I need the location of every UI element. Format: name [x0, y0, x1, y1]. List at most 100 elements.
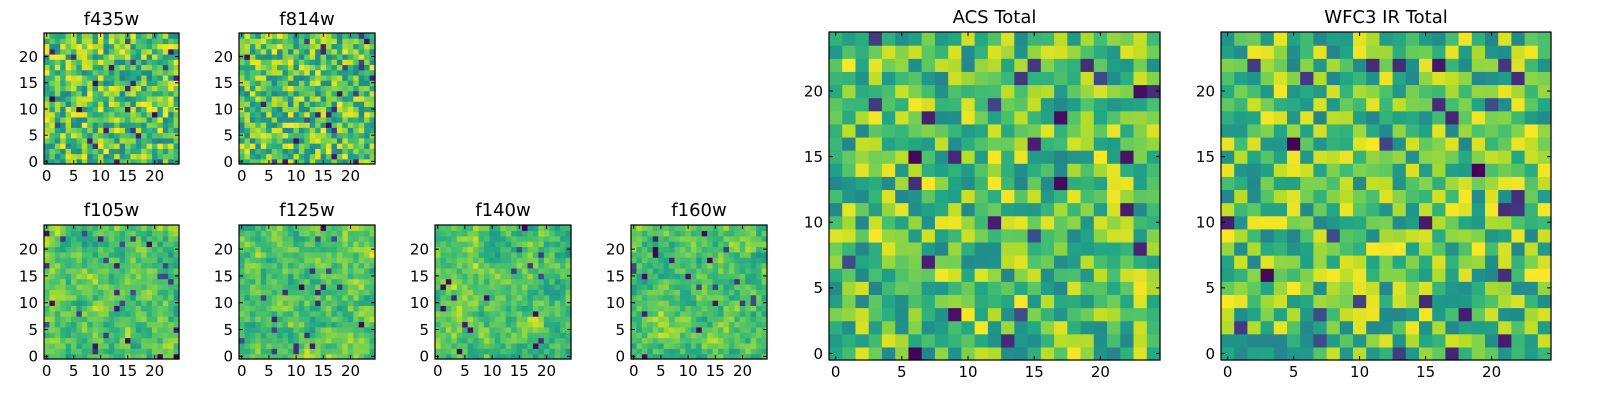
x-tick-label: 15: [118, 167, 137, 185]
heatmap-cell: [881, 215, 896, 230]
heatmap-cell: [125, 137, 131, 144]
heatmap-cell: [1027, 228, 1042, 243]
heatmap-cell: [358, 106, 365, 113]
heatmap-cell: [1471, 268, 1486, 282]
x-tick-label: 15: [314, 362, 333, 380]
heatmap-cell: [1027, 110, 1042, 125]
heatmap-cell: [81, 273, 88, 280]
heatmap-cell: [293, 273, 300, 280]
heatmap-cell: [1067, 346, 1082, 361]
heatmap-cell: [44, 43, 50, 50]
heatmap-cell: [146, 111, 153, 118]
x-tick-label: 10: [287, 362, 306, 380]
heatmap-cell: [271, 158, 278, 165]
heatmap-cell: [1498, 228, 1512, 243]
heatmap-cell: [1107, 281, 1121, 295]
heatmap-cell: [868, 150, 883, 164]
heatmap-cell: [309, 148, 316, 155]
heatmap-cell: [320, 305, 327, 312]
heatmap-cell: [76, 85, 83, 92]
heatmap-cell: [987, 45, 1002, 59]
heatmap-cell: [690, 235, 697, 242]
heatmap-cell: [462, 235, 469, 242]
heatmap-cell: [445, 235, 452, 242]
heatmap-cell: [65, 246, 72, 253]
heatmap-cell: [1040, 84, 1055, 99]
heatmap-cell: [1120, 84, 1135, 99]
heatmap-cell: [451, 289, 458, 296]
heatmap-cell: [690, 342, 697, 349]
heatmap-cell: [961, 97, 976, 112]
heatmap-cell: [152, 342, 158, 349]
heatmap-cell: [146, 225, 153, 231]
heatmap-cell: [157, 153, 164, 160]
heatmap-cell: [287, 137, 294, 144]
heatmap-cell: [750, 332, 757, 339]
heatmap-cell: [658, 257, 665, 264]
heatmap-cell: [315, 326, 322, 333]
heatmap-cell: [65, 143, 72, 149]
heatmap-cell: [277, 137, 284, 144]
heatmap-cell: [1485, 268, 1499, 282]
heatmap-cell: [516, 230, 523, 237]
heatmap-cell: [277, 348, 284, 355]
heatmap-cell: [679, 267, 686, 274]
heatmap-cell: [152, 289, 158, 296]
heatmap-cell: [146, 273, 153, 280]
heatmap-cell: [81, 74, 88, 81]
heatmap-cell: [1014, 123, 1029, 138]
heatmap-cell: [304, 85, 311, 92]
heatmap-cell: [1040, 176, 1055, 191]
heatmap-cell: [1093, 294, 1108, 309]
heatmap-cell: [723, 305, 730, 312]
heatmap-cell: [554, 235, 561, 242]
heatmap-cell: [674, 305, 681, 312]
heatmap-cell: [98, 158, 104, 165]
heatmap-cell: [483, 241, 490, 248]
heatmap-cell: [631, 321, 638, 328]
heatmap-cell: [478, 278, 485, 285]
heatmap-cell: [125, 64, 131, 71]
heatmap-cell: [162, 289, 169, 296]
heatmap-cell: [320, 316, 327, 323]
heatmap-cell: [103, 64, 110, 71]
heatmap-cell: [60, 310, 67, 317]
heatmap-cell: [315, 305, 322, 312]
heatmap-cell: [108, 153, 115, 160]
heatmap-cell: [842, 294, 857, 309]
heatmap-cell: [1313, 320, 1328, 335]
heatmap-cell: [1014, 84, 1029, 99]
heatmap-cell: [49, 111, 56, 118]
heatmap-cell: [1040, 202, 1055, 217]
heatmap-cell: [162, 74, 169, 81]
heatmap-cell: [173, 241, 180, 248]
heatmap-cell: [868, 110, 883, 125]
heatmap-cell: [855, 45, 870, 59]
heatmap-cell: [249, 342, 256, 349]
heatmap-cell: [92, 158, 99, 165]
x-tick-label: 10: [679, 362, 698, 380]
heatmap-cell: [98, 289, 104, 296]
heatmap-cell: [921, 307, 936, 322]
y-tick-label: 10: [804, 214, 823, 232]
heatmap-cell: [173, 283, 180, 290]
heatmap-cell: [739, 310, 746, 317]
heatmap-cell: [1146, 32, 1161, 46]
heatmap-cell: [92, 33, 99, 39]
heatmap-cell: [974, 241, 989, 256]
heatmap-cell: [473, 337, 480, 344]
heatmap-cell: [1524, 294, 1539, 309]
heatmap-cell: [663, 326, 670, 333]
heatmap-cell: [244, 310, 251, 317]
heatmap-cell: [271, 111, 278, 118]
heatmap-cell: [141, 33, 148, 39]
heatmap-cell: [71, 294, 77, 301]
heatmap-cell: [829, 71, 843, 86]
heatmap-cell: [451, 262, 458, 269]
heatmap-cell: [685, 332, 692, 339]
heatmap-cell: [60, 337, 67, 344]
heatmap-cell: [1511, 333, 1526, 348]
heatmap-cell: [756, 353, 763, 360]
heatmap-cell: [130, 74, 137, 81]
heatmap-cell: [636, 332, 643, 339]
